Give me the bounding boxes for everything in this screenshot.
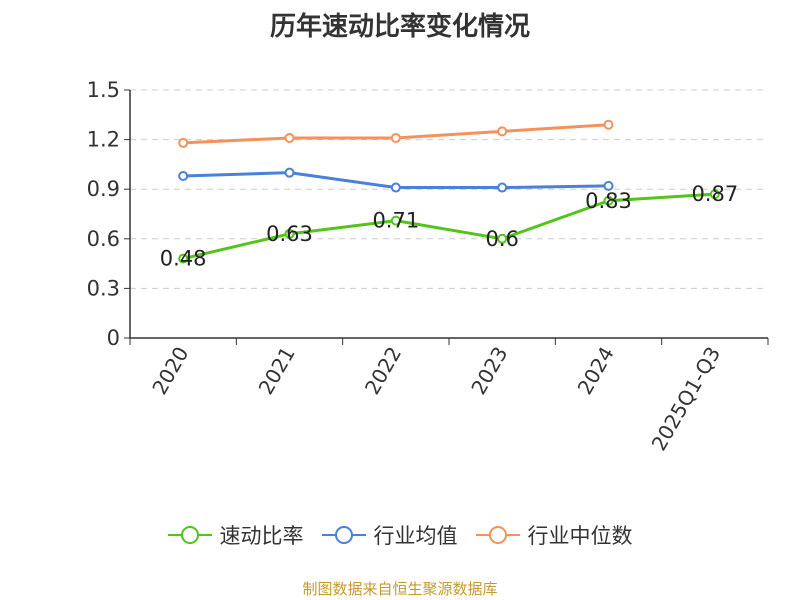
legend-swatch — [167, 526, 212, 544]
data-point — [390, 182, 401, 193]
data-label: 0.6 — [485, 227, 518, 251]
data-point — [284, 228, 295, 239]
data-point — [178, 253, 189, 264]
y-tick-label: 0.9 — [87, 177, 120, 201]
y-tick-label: 0.6 — [87, 227, 120, 251]
y-tick-label: 1.2 — [87, 128, 120, 152]
data-point — [178, 170, 189, 181]
data-point — [603, 195, 614, 206]
legend-label: 速动比率 — [219, 524, 304, 548]
legend-item-industry-median[interactable]: 行业中位数 — [475, 520, 633, 550]
legend-swatch — [321, 526, 366, 544]
data-point — [709, 189, 720, 200]
legend-item-industry-mean[interactable]: 行业均值 — [321, 520, 458, 550]
x-tick-label: 2025Q1-Q3 — [646, 343, 725, 455]
data-point — [178, 137, 189, 148]
y-tick-label: 1.5 — [87, 78, 120, 102]
data-label: 0.63 — [266, 222, 313, 246]
data-label: 0.48 — [160, 247, 207, 271]
x-tick-label: 2023 — [466, 342, 512, 398]
x-tick-label: 2021 — [254, 343, 300, 399]
data-source-note: 制图数据来自恒生聚源数据库 — [302, 580, 498, 598]
data-point — [390, 215, 401, 226]
legend-item-quick-ratio[interactable]: 速动比率 — [167, 520, 304, 550]
legend-marker — [334, 526, 353, 544]
chart-title: 历年速动比率变化情况 — [269, 12, 530, 42]
data-label: 0.71 — [372, 209, 419, 233]
y-tick-label: 0.3 — [87, 276, 120, 300]
legend-marker — [180, 526, 199, 544]
legend-swatch — [475, 526, 520, 544]
x-tick-label: 2020 — [147, 343, 193, 399]
data-label: 0.83 — [585, 189, 632, 213]
y-tick-label: 0 — [107, 326, 120, 350]
x-tick-label: 2022 — [360, 343, 406, 399]
data-point — [497, 182, 508, 193]
legend: 速动比率 行业均值 行业中位数 — [0, 520, 800, 550]
x-tick-label: 2024 — [573, 343, 619, 399]
legend-label: 行业均值 — [373, 524, 458, 548]
series-line — [182, 192, 715, 261]
data-point — [497, 233, 508, 244]
legend-label: 行业中位数 — [527, 524, 633, 548]
data-point — [390, 132, 401, 143]
data-point — [603, 119, 614, 130]
data-label: 0.87 — [691, 182, 738, 206]
data-point — [284, 132, 295, 143]
data-point — [603, 180, 614, 191]
data-point — [497, 126, 508, 137]
legend-marker — [488, 526, 507, 544]
data-point — [284, 167, 295, 178]
